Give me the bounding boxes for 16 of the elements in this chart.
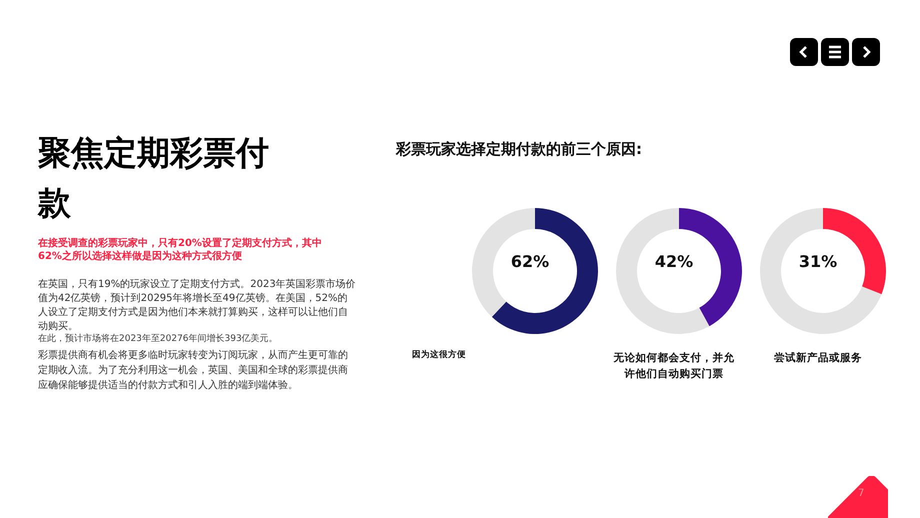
text: 42% — [654, 252, 694, 271]
text: 在英国，只有19%的玩家设立了定期支付方式。2023年英国彩票市场价值为42亿英镑，预计到20295年将增长至49亿英镑。在美国，52%的人设立了定期支付方式是因为他们本来就打算购买，这样可以让他们自动购买。 — [38, 278, 356, 334]
donut-slice — [492, 208, 598, 334]
text: 在接受调查的彩票玩家中，只有20%设置了定期支付方式，其中62%之所以选择这样做是因为这种方式很方便 — [38, 237, 323, 263]
chart-subtitle: 彩票玩家选择定期付款的前三个原因: — [396, 140, 643, 159]
text: 彩票提供商有机会将更多临时玩家转变为订阅玩家，从而产生更可靠的定期收入流。为了充分利用这一机会，英国、美国和全球的彩票提供商应确保能够提供适当的付款方式和引人入胜的端到端体验。 — [38, 348, 349, 393]
text: 在此，预计市场将在2023年至20276年间增长393亿美元。 — [38, 333, 279, 345]
page-tab: 7 — [828, 476, 888, 518]
text: 31% — [798, 252, 838, 271]
text: 聚焦定期彩票付款 — [38, 132, 270, 224]
text: 62% — [510, 252, 550, 271]
donut-slice — [760, 208, 882, 334]
donut-slice — [616, 208, 710, 334]
text: 无论如何都会支付，并允许他们自动购买门票 — [612, 351, 736, 382]
text: 尝试新产品或服务 — [773, 351, 863, 366]
text: 因为这很方便 — [412, 349, 467, 361]
